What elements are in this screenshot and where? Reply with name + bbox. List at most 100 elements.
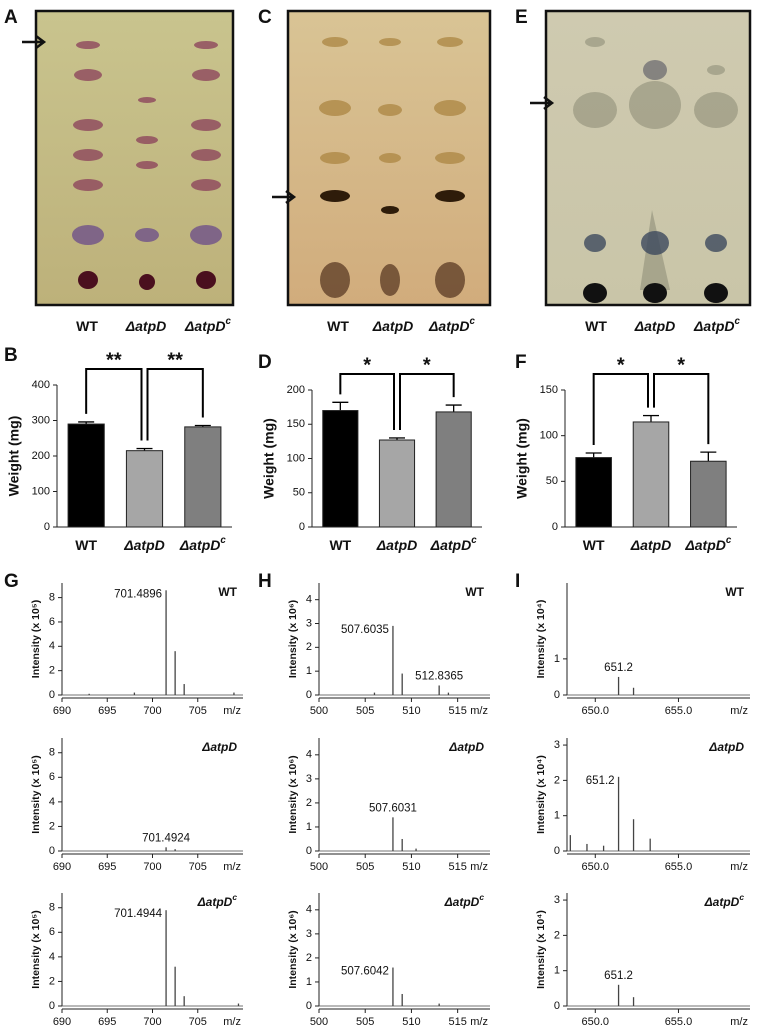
lane-label: WT <box>327 318 349 334</box>
x-tick-label: 690 <box>53 861 71 873</box>
bar <box>184 426 222 528</box>
y-tick-label: 1 <box>306 665 312 677</box>
y-tick-label: 0 <box>554 845 560 857</box>
x-axis-title: m/z <box>730 705 748 717</box>
lane-label-main: WT <box>327 318 349 334</box>
y-axis-title: Intensity (x 10⁶) <box>287 910 299 988</box>
y-tick-label: 2 <box>49 665 55 677</box>
bar <box>125 450 164 528</box>
sample-label: WT <box>725 585 744 599</box>
significance-bracket <box>146 368 204 441</box>
lane-label-main: ΔatpD <box>125 318 167 334</box>
y-tick-label: 150 <box>540 384 558 396</box>
x-tick-label: ΔatpDc <box>179 535 227 553</box>
y-tick-label: 3 <box>554 739 560 751</box>
significance-label: ** <box>106 349 122 371</box>
x-tick-label-sup: c <box>726 535 732 546</box>
x-axis-title: m/z <box>470 1016 488 1026</box>
y-tick-label: 100 <box>287 452 305 464</box>
x-tick-label: 505 <box>356 705 374 717</box>
sample-label-main: ΔatpD <box>201 740 237 754</box>
x-tick-label: 515 <box>448 705 466 717</box>
y-tick-label: 6 <box>49 771 55 783</box>
lane-label-main: ΔatpD <box>184 318 226 334</box>
lane-label: ΔatpD <box>125 318 167 334</box>
peak-annotation: 651.2 <box>604 970 633 982</box>
bar <box>690 460 727 528</box>
x-tick-label-sup: c <box>471 535 477 546</box>
sample-label-main: ΔatpD <box>444 895 480 909</box>
x-tick-label: 500 <box>310 861 328 873</box>
x-axis-title: m/z <box>730 1016 748 1026</box>
lane-label: ΔatpDc <box>428 316 476 334</box>
sample-label: ΔatpD <box>708 740 744 754</box>
y-tick-label: 0 <box>306 689 312 701</box>
lane-label: ΔatpD <box>634 318 676 334</box>
x-tick-label: ΔatpDc <box>684 535 732 553</box>
significance-label: * <box>423 354 431 376</box>
tlc-plate-e <box>530 9 752 307</box>
significance-bracket <box>339 373 395 430</box>
sample-label-main: WT <box>725 585 744 599</box>
y-axis-title: Intensity (x 10⁴) <box>535 755 547 834</box>
y-axis-title: Intensity (x 10⁵) <box>30 755 42 833</box>
peak-annotation: 701.4944 <box>114 908 163 920</box>
sample-label: ΔatpDc <box>444 892 485 909</box>
x-tick-label-main: ΔatpD <box>630 537 672 553</box>
y-tick-label: 2 <box>306 797 312 809</box>
x-tick-label: 695 <box>98 705 116 717</box>
x-tick-label: WT <box>329 537 351 553</box>
y-tick-label: 3 <box>554 894 560 906</box>
y-tick-label: 2 <box>554 774 560 786</box>
sample-label: ΔatpDc <box>197 892 238 909</box>
x-tick-label-main: ΔatpD <box>684 537 726 553</box>
x-tick-label: 700 <box>143 1016 161 1026</box>
x-tick-label: 655.0 <box>665 861 693 873</box>
bar <box>435 411 472 528</box>
y-axis-title: Weight (mg) <box>261 418 277 499</box>
y-tick-label: 8 <box>49 592 55 604</box>
sample-label-sup: c <box>479 892 484 902</box>
y-axis-title: Weight (mg) <box>514 418 530 499</box>
x-tick-label: 515 <box>448 861 466 873</box>
y-tick-label: 3 <box>306 928 312 940</box>
x-tick-label: 500 <box>310 705 328 717</box>
x-tick-label: 705 <box>189 705 207 717</box>
lane-label: ΔatpD <box>372 318 414 334</box>
sample-label: ΔatpD <box>201 740 237 754</box>
x-tick-label-main: ΔatpD <box>123 537 165 553</box>
x-tick-label-main: ΔatpD <box>430 537 472 553</box>
x-tick-label: 700 <box>143 861 161 873</box>
lane-label-main: WT <box>585 318 607 334</box>
y-tick-label: 4 <box>306 904 312 916</box>
x-tick-label: 510 <box>402 1016 420 1026</box>
y-tick-label: 1 <box>306 821 312 833</box>
lane-label-main: ΔatpD <box>693 318 735 334</box>
x-tick-label: 505 <box>356 1016 374 1026</box>
significance-bracket <box>592 373 649 446</box>
lane-label: WT <box>76 318 98 334</box>
peak-annotation: 512.8365 <box>415 670 463 682</box>
significance-bracket <box>653 373 710 445</box>
x-tick-label: 510 <box>402 861 420 873</box>
x-axis-title: m/z <box>223 861 241 873</box>
y-tick-label: 400 <box>32 379 50 391</box>
x-tick-label: 500 <box>310 1016 328 1026</box>
x-tick-label: 650.0 <box>582 705 610 717</box>
lane-label-main: ΔatpD <box>634 318 676 334</box>
x-tick-label: 515 <box>448 1016 466 1026</box>
y-tick-label: 1 <box>554 653 560 665</box>
x-tick-label: 695 <box>98 1016 116 1026</box>
x-tick-label-main: WT <box>75 537 97 553</box>
y-axis-title: Weight (mg) <box>6 416 22 497</box>
y-axis-title: Intensity (x 10⁵) <box>30 600 42 678</box>
y-tick-label: 200 <box>32 450 50 462</box>
peak-annotation: 651.2 <box>586 775 615 787</box>
x-tick-label-main: WT <box>329 537 351 553</box>
significance-label: * <box>617 354 625 376</box>
tlc-plate-a <box>22 9 235 307</box>
y-tick-label: 8 <box>49 747 55 759</box>
panel-letter: D <box>258 352 272 373</box>
y-tick-label: 0 <box>299 521 305 533</box>
x-axis-title: m/z <box>223 705 241 717</box>
